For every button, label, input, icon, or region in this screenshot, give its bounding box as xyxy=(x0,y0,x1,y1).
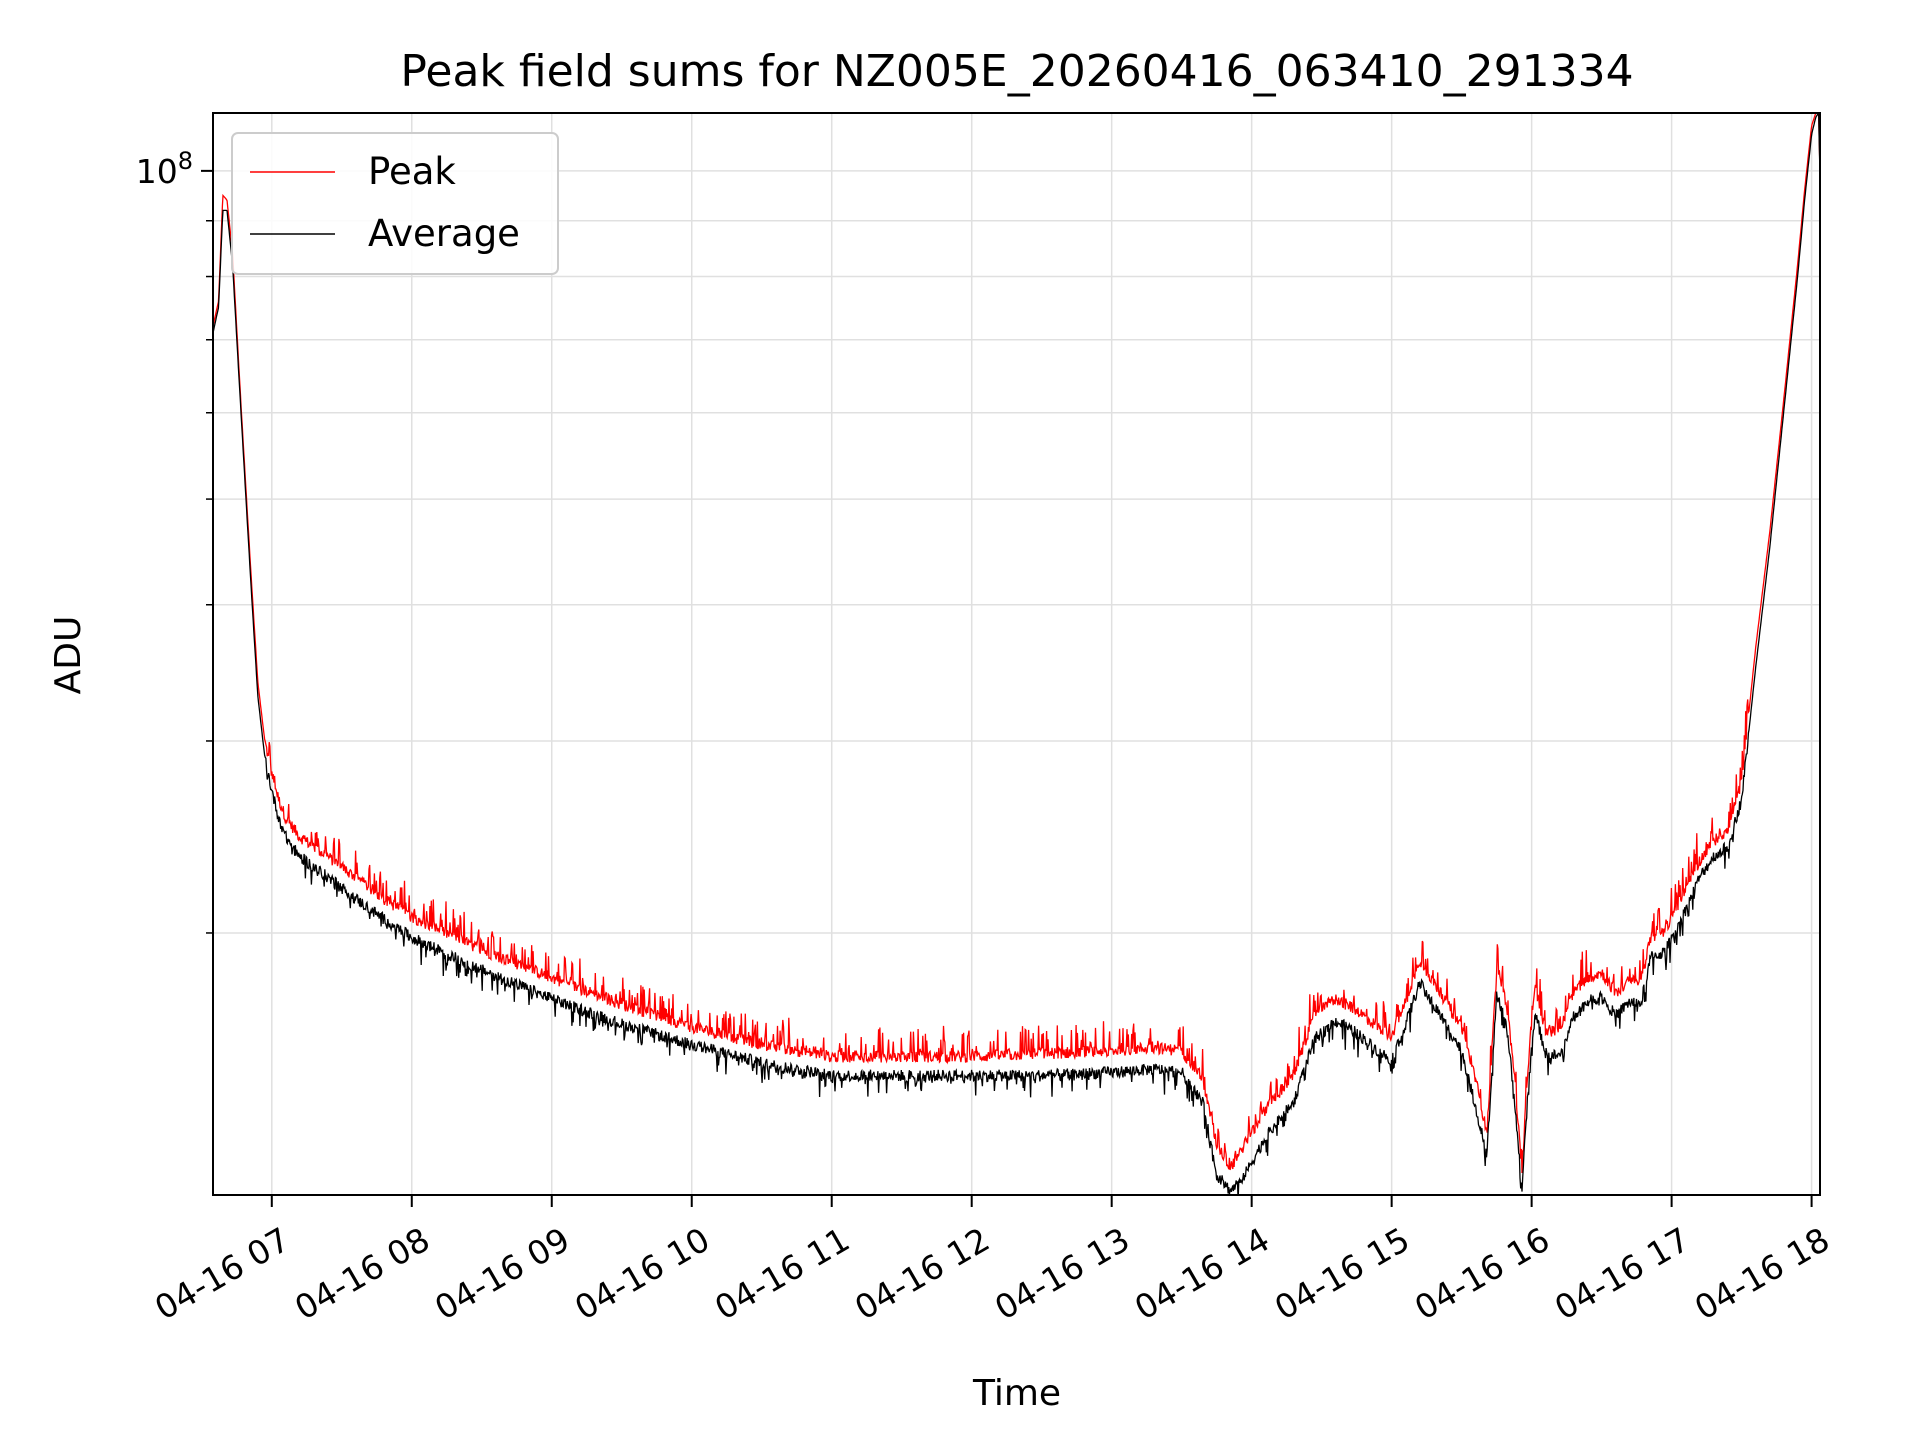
legend-peak-label: Peak xyxy=(368,150,456,193)
legend-average-label: Average xyxy=(368,212,520,255)
x-axis-label: Time xyxy=(972,1373,1061,1414)
series-average-line xyxy=(213,113,1820,1195)
series-peak-line xyxy=(213,113,1820,1174)
legend: Peak Average xyxy=(231,132,559,275)
chart-title: Peak field sums for NZ005E_20260416_0634… xyxy=(400,46,1633,97)
plot-frame xyxy=(212,112,1821,1196)
y-tick-label: 108 xyxy=(136,147,193,191)
plot-series xyxy=(213,113,1820,1195)
y-axis: 108 xyxy=(136,147,213,934)
grid xyxy=(213,113,1820,1195)
y-axis-label: ADU xyxy=(48,616,89,695)
legend-box xyxy=(231,132,559,275)
